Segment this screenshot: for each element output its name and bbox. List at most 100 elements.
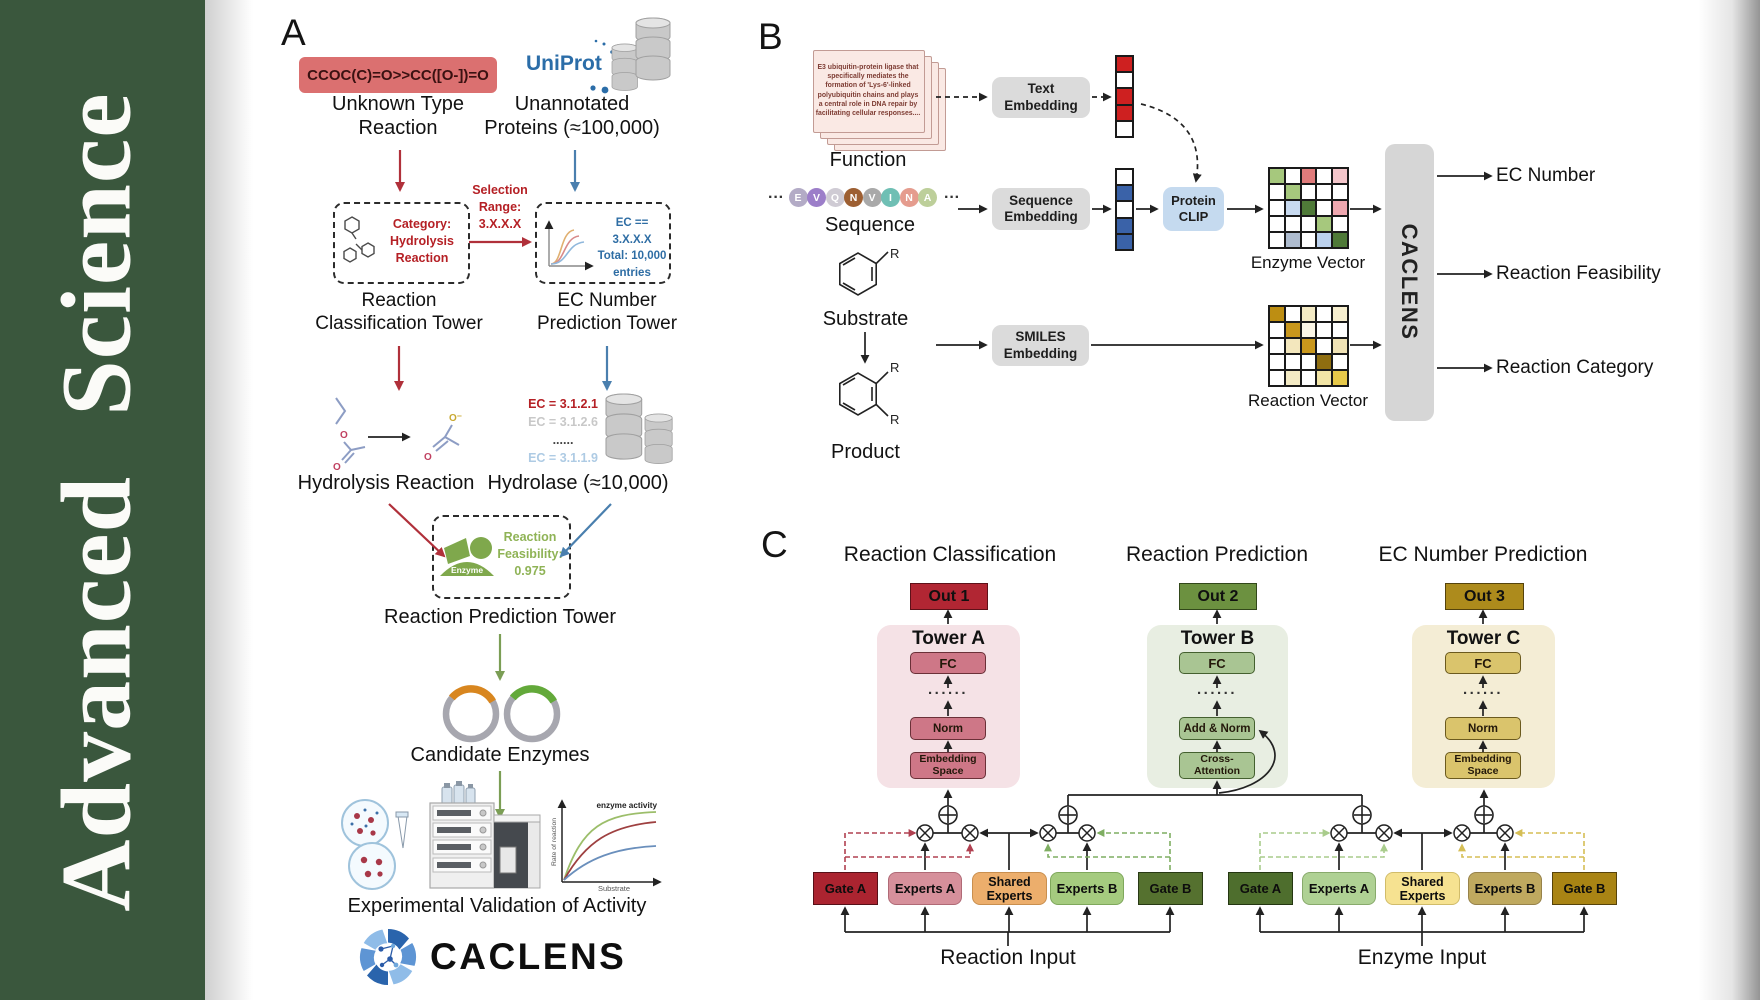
enzyme-shared-experts-box: Shared Experts	[1385, 872, 1460, 905]
vector-cell	[1332, 370, 1348, 386]
output-ec-number: EC Number	[1496, 165, 1596, 186]
vector-cell	[1316, 232, 1333, 248]
tower-b-dots: ......	[1196, 681, 1237, 698]
caclens-module-text: CACLENS	[1397, 223, 1422, 341]
vector-cell	[1269, 306, 1285, 322]
vector-cell	[1316, 322, 1333, 338]
sum-nodes	[938, 805, 1494, 825]
smiles-embedding-box: SMILES Embedding	[992, 325, 1089, 366]
tower-a-dots: ......	[927, 681, 968, 698]
function-card-text: E3 ubiquitin-protein ligase that specifi…	[815, 63, 921, 118]
vector-cell	[1332, 354, 1348, 370]
caclens-logo-icon	[360, 929, 416, 985]
vector-cell	[1269, 216, 1285, 232]
residue-circle: N	[899, 188, 919, 207]
tower-b-add-norm: Add & Norm	[1179, 717, 1255, 740]
enzyme-gate-b-box: Gate B	[1552, 872, 1617, 905]
svg-text:Substrate: Substrate	[598, 884, 630, 893]
enzyme-experts-a-box: Experts A	[1302, 872, 1376, 905]
tower-c-embedding-space: Embedding Space	[1445, 752, 1521, 779]
protein-database-icon	[611, 17, 671, 91]
vector-cell	[1269, 184, 1285, 200]
vector-cell	[1300, 200, 1317, 216]
sequence-label: Sequence	[824, 214, 916, 236]
vector-cell	[1332, 200, 1348, 216]
vector-cell	[1269, 232, 1285, 248]
unknown-reaction-label: Unknown Type Reaction	[332, 93, 464, 139]
protein-clip-box: Protein CLIP	[1163, 187, 1224, 231]
unannotated-proteins-label: Unannotated Proteins (≈100,000)	[484, 93, 660, 139]
journal-title: Advanced Science	[39, 92, 154, 911]
screening-dishes-icon	[341, 799, 409, 890]
vector-cell	[1116, 185, 1133, 202]
enzyme-vector-grid	[1268, 167, 1349, 249]
ec-number-prediction-tower-label: EC Number Prediction Tower	[536, 290, 678, 334]
reaction-feasibility-text: Reaction Feasibility: 0.975	[497, 530, 563, 578]
function-card-front	[813, 50, 925, 133]
vector-cell	[1116, 201, 1133, 218]
vector-cell	[1284, 370, 1301, 386]
vector-cell	[1116, 233, 1133, 250]
journal-word-advanced: Advanced	[40, 475, 152, 912]
reaction-classification-tower-label: Reaction Classification Tower	[315, 290, 483, 334]
vector-cell	[1300, 184, 1317, 200]
ec-number-list: EC = 3.1.2.1 EC = 3.1.2.6 ...... EC = 3.…	[528, 397, 598, 465]
validation-label: Experimental Validation of Activity	[347, 895, 647, 917]
svg-text:O: O	[340, 430, 348, 441]
vector-cell	[1116, 104, 1133, 121]
caclens-module-box	[1385, 144, 1434, 421]
vector-cell	[1300, 370, 1317, 386]
text-embedding-vector	[1115, 55, 1134, 138]
vector-cell	[1116, 72, 1133, 89]
tower-a-embedding-space: Embedding Space	[910, 752, 986, 779]
enzyme-experts-b-box: Experts B	[1468, 872, 1542, 905]
vector-cell	[1316, 216, 1333, 232]
vector-cell	[1116, 217, 1133, 234]
hydrolase-database-icon	[605, 393, 673, 465]
tower-b-cross-attention: Cross- Attention	[1179, 752, 1255, 779]
page-fold-shadow	[205, 0, 253, 1000]
reaction-vector-label: Reaction Vector	[1248, 391, 1369, 410]
residue-circle: V	[807, 188, 826, 207]
vector-cell	[1316, 338, 1333, 354]
vector-cell	[1300, 168, 1317, 184]
tower-c-dots: ......	[1462, 681, 1503, 698]
residue-circle: Q	[825, 188, 845, 207]
reaction-experts-b-box: Experts B	[1050, 872, 1124, 905]
vector-cell	[1269, 322, 1285, 338]
output-reaction-category: Reaction Category	[1496, 357, 1654, 378]
plasmid-icons	[442, 685, 561, 743]
vector-cell	[1269, 370, 1285, 386]
residue-circle: I	[881, 188, 900, 207]
ester-molecule-icon: O O	[333, 397, 366, 473]
residue-circle: A	[918, 188, 937, 207]
panel-b-label: B	[758, 16, 783, 57]
acetate-molecule-icon: O⁻ O	[424, 413, 462, 463]
vector-cell	[1284, 306, 1301, 322]
sequence-ellipsis-left: ···	[768, 189, 784, 206]
vector-cell	[1332, 232, 1348, 248]
sequence-ellipsis-right: ···	[944, 189, 960, 206]
product-label: Product	[831, 441, 900, 463]
vector-cell	[1284, 322, 1301, 338]
svg-text:enzyme activity: enzyme activity	[596, 801, 657, 810]
out2-box: Out 2	[1179, 583, 1257, 610]
vector-cell	[1300, 216, 1317, 232]
journal-word-science: Science	[40, 92, 152, 416]
product-r2-label: R	[890, 412, 899, 427]
vector-cell	[1269, 338, 1285, 354]
residue-circle: E	[788, 188, 808, 207]
substrate-r-label: R	[890, 246, 899, 261]
vector-cell	[1116, 88, 1133, 105]
vector-cell	[1284, 184, 1301, 200]
tower-c-fc: FC	[1445, 652, 1521, 674]
vector-cell	[1284, 232, 1301, 248]
svg-text:O⁻: O⁻	[449, 413, 462, 424]
tower-a-title: Tower A	[912, 628, 985, 649]
reaction-gate-b-box: Gate B	[1138, 872, 1203, 905]
ec-range-text: EC == 3.X.X.X Total: 10,000 entries	[597, 217, 667, 279]
journal-sidebar: Advanced Science	[0, 0, 205, 1000]
hplc-instrument-icon	[429, 781, 541, 889]
out3-box: Out 3	[1445, 583, 1524, 610]
vector-cell	[1116, 56, 1133, 73]
